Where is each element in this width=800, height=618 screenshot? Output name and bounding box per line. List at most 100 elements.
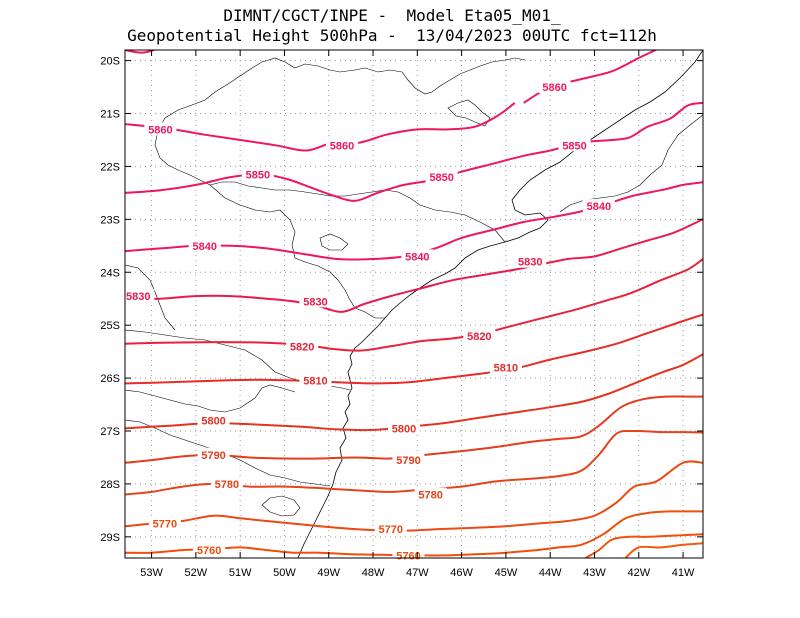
lon-tick-label: 44W (539, 567, 562, 579)
contour-5800 (125, 353, 703, 432)
contour-label-bg (425, 170, 458, 183)
contour-label-5790: 5790 (201, 450, 225, 462)
state-border-sp-pr (209, 184, 385, 319)
contour-label-bg (188, 238, 221, 252)
lat-tick-label: 24S (100, 267, 120, 279)
lat-tick-label: 20S (100, 56, 120, 68)
contour-label-bg (538, 80, 571, 94)
contour-label-bg (241, 167, 274, 181)
contour-label-bg (388, 421, 421, 435)
lat-tick-label: 21S (100, 109, 120, 121)
lat-tick-label: 25S (100, 320, 120, 332)
reservoir-mg (447, 99, 491, 127)
contour-5860 (125, 102, 516, 152)
contour-label-5810: 5810 (494, 363, 518, 375)
contour-label-bg (197, 447, 230, 461)
lon-tick-label: 52W (185, 567, 208, 579)
contour-label-5790: 5790 (396, 455, 420, 467)
lon-tick-label: 45W (495, 567, 518, 579)
lon-tick-label: 51W (229, 567, 252, 579)
contour-5810 (125, 313, 703, 385)
contour-label-bg (463, 328, 496, 342)
contour-label-5840: 5840 (587, 201, 611, 213)
contour-label-5820: 5820 (290, 341, 314, 353)
contour-label-bg (374, 521, 407, 535)
contour-5770 (125, 460, 703, 532)
contour-label-bg (144, 122, 177, 136)
contour-label-bg (148, 516, 181, 530)
state-border-rj-es (559, 114, 703, 213)
lat-tick-label: 26S (100, 373, 120, 385)
contour-label-5800: 5800 (201, 415, 225, 427)
contour-label-bg (489, 360, 522, 374)
contour-label-bg (210, 476, 243, 490)
contour-label-bg (582, 199, 615, 213)
contour-label-5850: 5850 (562, 140, 586, 152)
contour-labels: 5860 5860 5860 5850 5850 5850 5840 5840 5840 5830… (122, 80, 615, 562)
contour-label-bg (299, 373, 332, 387)
lat-tick-label: 23S (100, 214, 120, 226)
contour-label-5840: 5840 (192, 241, 216, 253)
contour-label-bg (122, 289, 155, 303)
lat-tick-label: 29S (100, 532, 120, 544)
lat-tick-label: 28S (100, 479, 120, 491)
contour-label-5760: 5760 (396, 550, 420, 562)
lon-tick-label: 50W (273, 567, 296, 579)
contour-label-bg (193, 543, 226, 557)
contour-label-5860: 5860 (148, 124, 172, 136)
contour-label-5810: 5810 (303, 376, 327, 388)
lon-tick-label: 53W (140, 567, 163, 579)
contour-label-5860: 5860 (542, 82, 566, 94)
border-argentina (125, 384, 296, 413)
lon-tick-label: 41W (672, 567, 695, 579)
contour-label-bg (514, 254, 547, 268)
contour-5830 (125, 218, 703, 313)
contour-5860 (258, 39, 302, 49)
contour-label-5780: 5780 (418, 490, 442, 502)
map-frame (124, 49, 704, 559)
lon-tick-label: 46W (450, 567, 473, 579)
contour-label-5830: 5830 (126, 291, 150, 303)
contour-label-bg (414, 487, 447, 501)
border-paraguay (125, 264, 176, 331)
lon-tick-label: 48W (362, 567, 385, 579)
contour-5860 (125, 50, 157, 54)
contour-label-bg (401, 249, 434, 263)
contour-label-bg (326, 138, 359, 152)
contour-5840 (125, 181, 703, 261)
lagoon-south (261, 495, 301, 517)
axes-ticks: 53W 52W 51W 50W 49W 48W 47W 46W 45W 44W 43W 42W 41W 2… (100, 50, 703, 579)
contour-5750 (585, 533, 703, 558)
contour-label-bg (286, 339, 319, 353)
lon-tick-label: 47W (406, 567, 429, 579)
contour-label-5800: 5800 (392, 423, 416, 435)
contour-label-5760: 5760 (197, 545, 221, 557)
contour-label-bg (558, 138, 591, 152)
lon-tick-label: 42W (627, 567, 650, 579)
contour-label-5770: 5770 (379, 524, 403, 536)
contour-label-5830: 5830 (303, 296, 327, 308)
contour-label-5770: 5770 (153, 519, 177, 531)
reservoir-sp (319, 233, 349, 251)
map-title-line1: DIMNT/CGCT/INPE - Model Eta05_M01_ (223, 6, 561, 25)
map-title-line2: Geopotential Height 500hPa - 13/04/2023 … (127, 26, 657, 45)
lon-tick-label: 43W (583, 567, 606, 579)
contour-label-5820: 5820 (467, 331, 491, 343)
contour-label-5780: 5780 (215, 479, 239, 491)
contour-label-bg (197, 413, 230, 427)
lat-tick-label: 22S (100, 161, 120, 173)
lon-tick-label: 49W (317, 567, 340, 579)
contour-label-5850: 5850 (246, 169, 270, 181)
contour-label-5830: 5830 (518, 257, 542, 269)
contour-label-5860: 5860 (330, 140, 354, 152)
contour-5740 (624, 542, 703, 558)
contour-5820 (125, 258, 703, 352)
contour-5760 (125, 510, 703, 557)
lat-tick-label: 27S (100, 426, 120, 438)
state-border-mg-sp (209, 181, 506, 243)
contour-label-bg (299, 294, 332, 308)
contour-label-bg (392, 453, 425, 467)
contour-label-5850: 5850 (429, 172, 453, 184)
contour-label-5840: 5840 (405, 251, 429, 263)
